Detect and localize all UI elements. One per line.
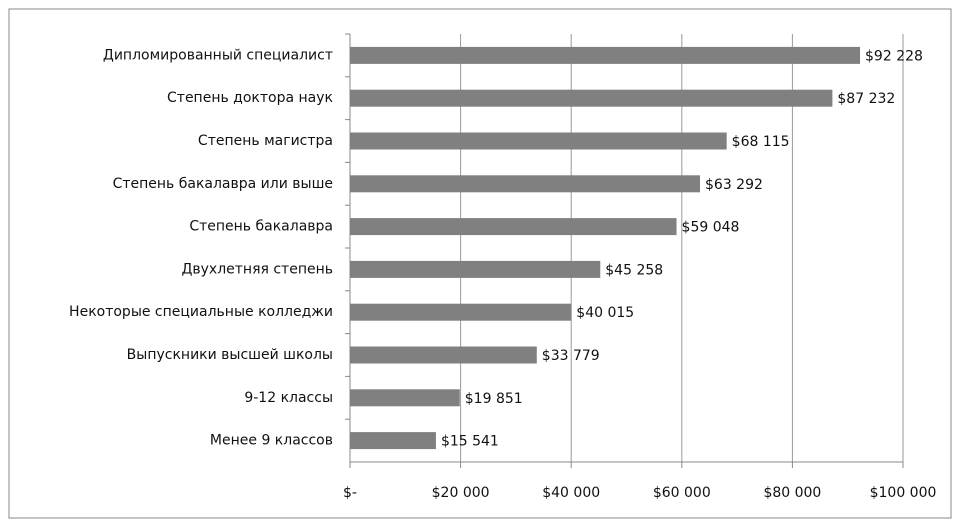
bar [350,260,601,278]
x-tick-label: $80 000 [763,485,821,501]
bar [350,46,861,64]
bar [350,432,436,450]
value-label: $63 292 [705,177,763,193]
y-tick-label: Степень доктора наук [167,90,333,106]
value-label: $33 779 [542,348,600,364]
value-label: $87 232 [837,91,895,107]
bar [350,303,572,321]
x-tick-label: $40 000 [542,485,600,501]
value-label: $92 228 [865,48,923,64]
value-label: $19 851 [465,391,523,407]
value-label: $68 115 [732,134,790,150]
y-tick-label: Некоторые специальные колледжи [69,304,333,320]
y-tick-label: Степень магистра [198,133,333,149]
y-tick-label: Степень бакалавра или выше [113,176,333,192]
x-tick-label: $20 000 [432,485,490,501]
value-label: $45 258 [605,262,663,278]
y-tick-label: Выпускники высшей школы [127,347,333,363]
bar [350,346,537,364]
bar [350,89,833,107]
x-tick-label: $100 000 [870,485,937,501]
y-tick-label: Степень бакалавра [189,219,333,235]
bar [350,218,677,236]
y-tick-label: Двухлетняя степень [181,261,333,277]
x-tick-label: $- [343,485,357,501]
value-label: $15 541 [441,434,499,450]
value-label: $59 048 [682,220,740,236]
bar [350,175,701,193]
y-tick-label: Дипломированный специалист [103,47,333,63]
y-tick-label: 9-12 классы [244,390,333,406]
y-tick-label: Менее 9 классов [210,433,333,449]
x-tick-label: $60 000 [653,485,711,501]
bar [350,132,727,150]
bar [350,389,460,407]
value-label: $40 015 [576,305,634,321]
